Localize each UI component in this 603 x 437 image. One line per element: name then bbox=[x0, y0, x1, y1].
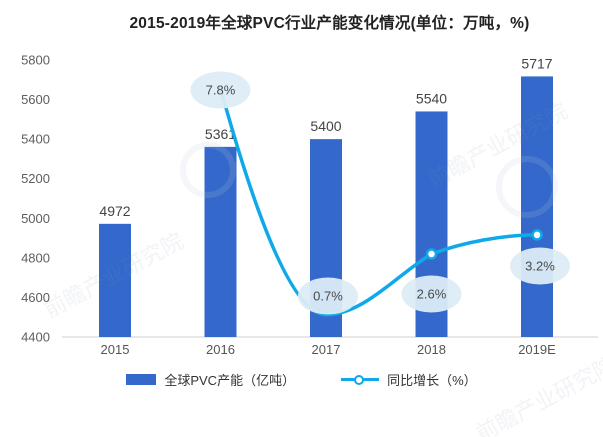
y-axis-tick-label: 5000 bbox=[21, 211, 50, 226]
growth-label: 7.8% bbox=[206, 83, 236, 98]
growth-label-bubble bbox=[401, 275, 462, 313]
legend-label-capacity: 全球PVC产能（亿吨） bbox=[164, 373, 296, 388]
bar-legend-swatch bbox=[126, 374, 157, 385]
y-axis-tick-label: 5800 bbox=[21, 53, 50, 68]
plot-area: 5800 5600 5400 5200 5000 4800 4600 4400 2015 2016… bbox=[21, 53, 598, 357]
line-legend-dot bbox=[354, 374, 365, 385]
bar-value-label: 5717 bbox=[521, 55, 552, 71]
growth-line bbox=[218, 86, 539, 317]
growth-label-bubble bbox=[510, 247, 570, 285]
x-axis-tick-label: 2018 bbox=[417, 342, 446, 357]
legend-item-capacity: 全球PVC产能（亿吨） bbox=[126, 370, 295, 389]
y-axis-tick-label: 4400 bbox=[21, 330, 50, 345]
x-axis-tick-label: 2016 bbox=[206, 342, 235, 357]
x-axis-tick-label: 2015 bbox=[101, 342, 130, 357]
bar-value-label: 5361 bbox=[205, 126, 236, 142]
bar-2015 bbox=[99, 223, 131, 337]
legend-label-growth: 同比增长（%） bbox=[387, 373, 477, 388]
y-axis-tick-label: 5400 bbox=[21, 132, 50, 147]
legend: 全球PVC产能（亿吨） 同比增长（%） bbox=[0, 370, 603, 389]
chart-title: 2015-2019年全球PVC行业产能变化情况(单位：万吨，%) bbox=[129, 15, 530, 32]
line-marker bbox=[425, 248, 438, 260]
x-axis-tick-label: 2017 bbox=[312, 342, 341, 357]
growth-label: 3.2% bbox=[525, 259, 555, 274]
bar-value-label: 5400 bbox=[310, 118, 341, 134]
y-axis-tick-label: 4600 bbox=[21, 290, 50, 305]
bar-value-label: 4972 bbox=[99, 203, 130, 219]
y-axis-tick-label: 4800 bbox=[21, 250, 50, 265]
bar-value-label: 5540 bbox=[416, 90, 447, 106]
growth-label: 0.7% bbox=[313, 289, 343, 304]
legend-item-growth: 同比增长（%） bbox=[341, 370, 477, 389]
y-axis-tick-label: 5200 bbox=[21, 171, 50, 186]
bar-2016 bbox=[204, 146, 237, 337]
growth-label-bubble bbox=[190, 71, 251, 109]
x-axis-tick-label: 2019E bbox=[518, 342, 556, 357]
growth-label: 2.6% bbox=[417, 287, 447, 302]
y-axis-tick-label: 5600 bbox=[21, 92, 50, 107]
bar-2019E bbox=[521, 76, 553, 337]
growth-label-bubble bbox=[298, 277, 358, 315]
line-legend-marker bbox=[341, 374, 380, 386]
line-marker bbox=[531, 229, 543, 241]
